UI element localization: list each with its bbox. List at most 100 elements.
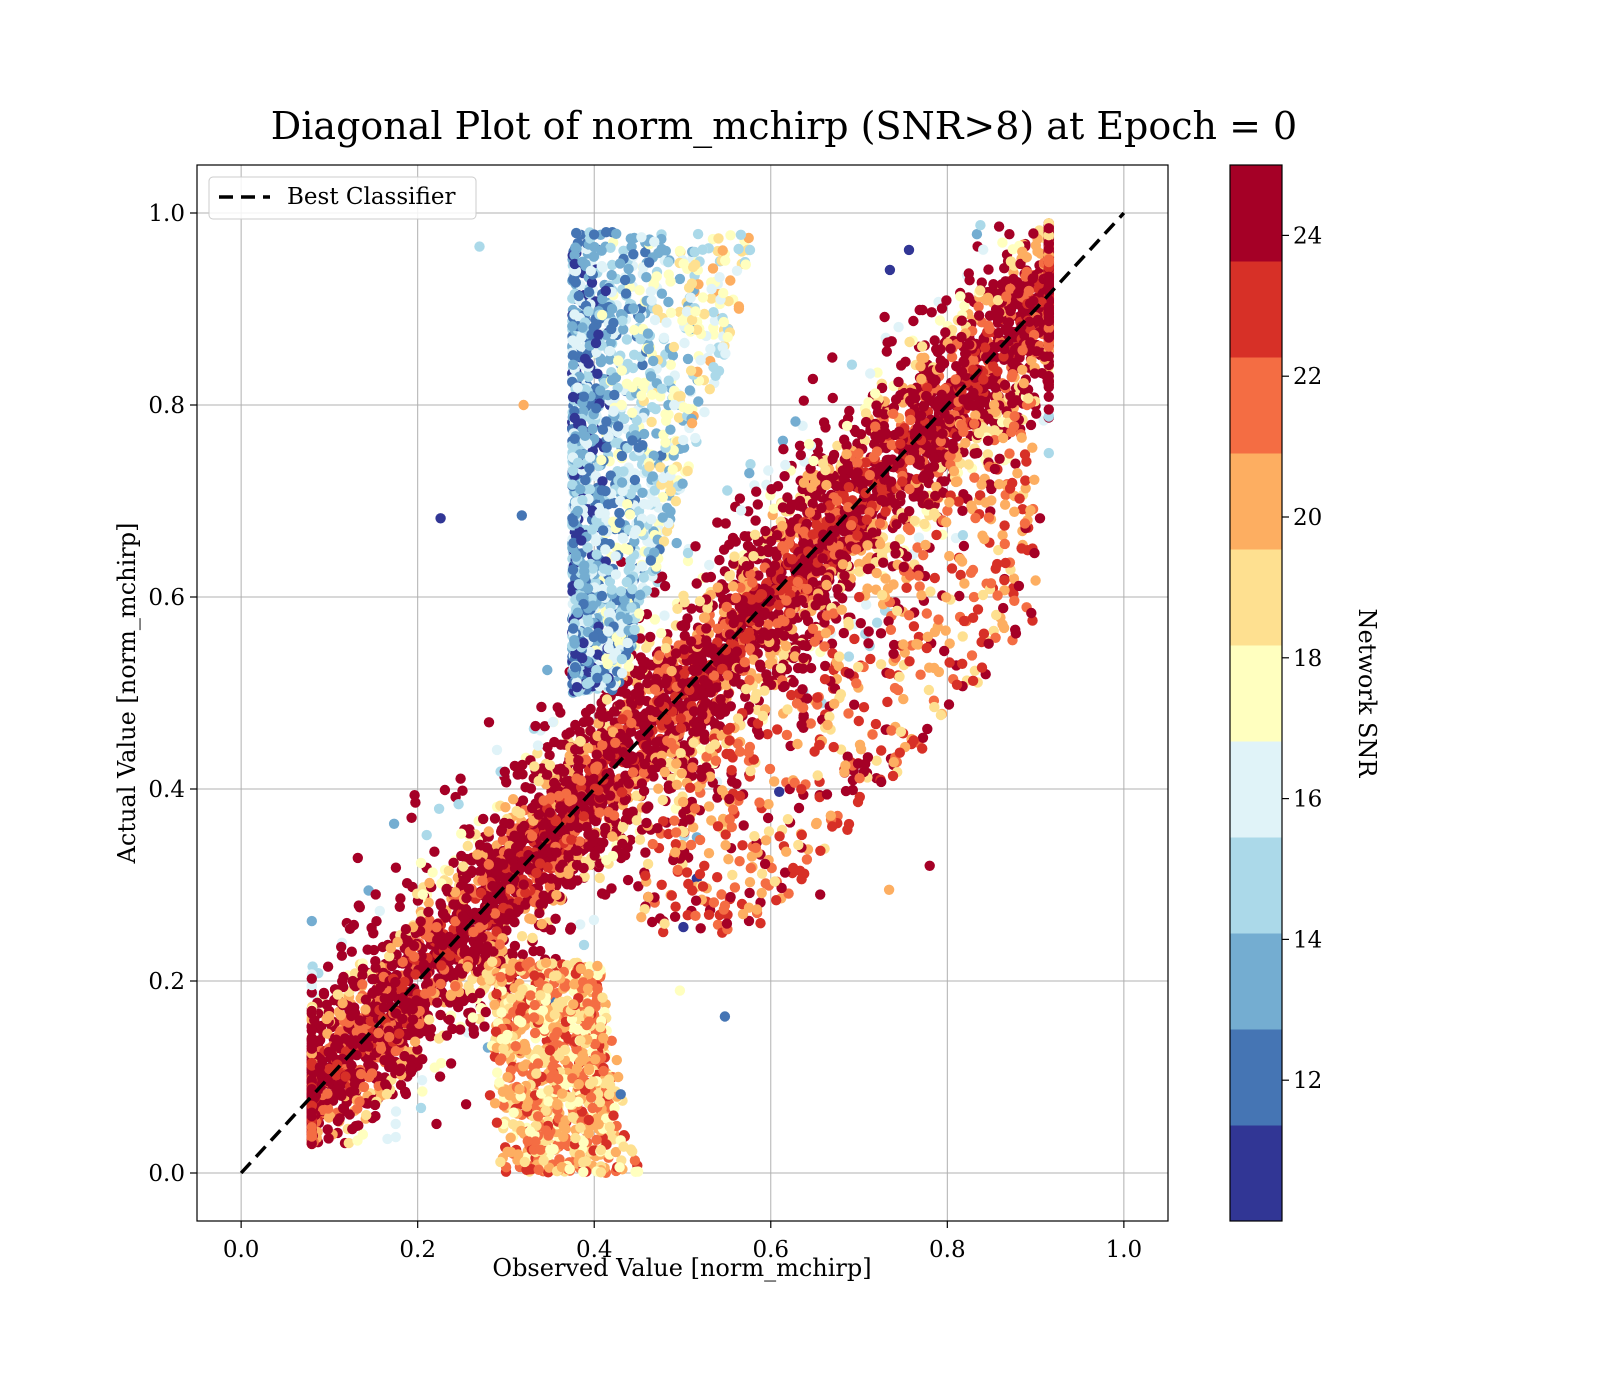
data-point	[349, 1086, 360, 1097]
data-point	[871, 617, 883, 628]
data-point	[357, 979, 368, 990]
data-point	[378, 1002, 389, 1013]
data-point	[897, 476, 908, 487]
data-point	[944, 414, 955, 425]
data-point	[921, 390, 932, 402]
data-point	[627, 767, 639, 778]
data-point	[916, 373, 927, 385]
data-point	[940, 327, 951, 338]
data-point	[578, 939, 590, 951]
data-point	[447, 1023, 458, 1035]
data-point	[777, 520, 788, 532]
data-point	[421, 829, 432, 841]
data-point	[960, 437, 971, 449]
data-point	[785, 526, 796, 537]
data-point	[843, 482, 854, 493]
data-point	[529, 761, 540, 772]
data-point	[777, 541, 788, 552]
data-point	[374, 982, 386, 993]
data-point	[507, 949, 518, 960]
data-point	[900, 356, 911, 367]
data-point	[520, 887, 531, 898]
data-point	[545, 924, 556, 935]
data-point	[509, 940, 521, 952]
data-point	[575, 775, 587, 786]
data-point	[675, 700, 686, 711]
data-point	[527, 932, 538, 944]
data-point	[544, 750, 555, 761]
data-point	[608, 706, 620, 717]
data-point	[641, 642, 652, 653]
data-point	[347, 1123, 358, 1135]
data-point	[1013, 288, 1024, 299]
data-point	[1043, 404, 1055, 415]
data-point	[380, 1079, 391, 1090]
data-point	[390, 1131, 401, 1143]
data-point	[399, 976, 410, 988]
data-point	[893, 321, 904, 333]
data-point	[901, 551, 913, 562]
data-point	[435, 1009, 446, 1021]
data-point	[807, 373, 819, 385]
data-point	[780, 640, 792, 652]
data-point	[777, 502, 789, 513]
data-point	[606, 883, 617, 894]
data-point	[445, 989, 457, 1000]
data-point	[983, 413, 994, 424]
data-point	[388, 818, 400, 829]
data-point	[675, 713, 686, 724]
data-point	[412, 1044, 423, 1055]
data-point	[503, 848, 515, 859]
data-point	[416, 951, 427, 962]
data-point	[1006, 303, 1017, 314]
data-point	[702, 603, 713, 614]
data-point	[458, 861, 469, 872]
data-point	[987, 375, 998, 386]
data-point	[1032, 246, 1043, 257]
data-point	[1004, 229, 1015, 240]
data-point	[424, 932, 435, 943]
data-point	[1043, 447, 1055, 459]
plot-area: 0.0 0.2 0.4 0.6 0.8 1.0 0.00.20.40.60.81.0	[148, 164, 1169, 1263]
data-point	[956, 366, 968, 378]
data-point	[592, 730, 603, 742]
data-point	[469, 907, 481, 918]
data-point	[425, 1023, 437, 1035]
data-point	[623, 661, 634, 672]
data-point	[538, 795, 549, 806]
data-point	[988, 399, 1000, 411]
data-point	[517, 795, 529, 806]
data-point	[439, 784, 451, 796]
data-point	[1000, 276, 1011, 287]
data-point	[352, 852, 363, 864]
data-point	[589, 850, 600, 861]
data-point	[1017, 246, 1028, 257]
data-point	[1007, 395, 1019, 406]
data-point	[839, 570, 850, 581]
data-point	[306, 1043, 317, 1054]
data-point	[641, 803, 652, 814]
data-point	[354, 1096, 365, 1108]
data-point	[409, 790, 420, 801]
data-point	[385, 942, 396, 954]
data-point	[622, 808, 633, 819]
data-point	[322, 1088, 333, 1099]
data-point	[516, 823, 527, 834]
data-point	[327, 1050, 338, 1061]
data-point	[786, 499, 797, 510]
data-point	[876, 484, 888, 495]
data-point	[893, 376, 904, 388]
data-point	[336, 950, 348, 961]
data-point	[893, 426, 905, 437]
data-point	[565, 820, 576, 832]
data-point	[429, 846, 440, 857]
data-point	[468, 926, 479, 938]
data-point	[827, 392, 838, 404]
data-point	[777, 435, 789, 446]
data-point	[734, 493, 746, 504]
data-point	[1029, 368, 1041, 379]
data-point	[778, 650, 789, 661]
data-point	[749, 529, 761, 540]
data-point	[914, 304, 925, 316]
data-point	[846, 359, 858, 370]
